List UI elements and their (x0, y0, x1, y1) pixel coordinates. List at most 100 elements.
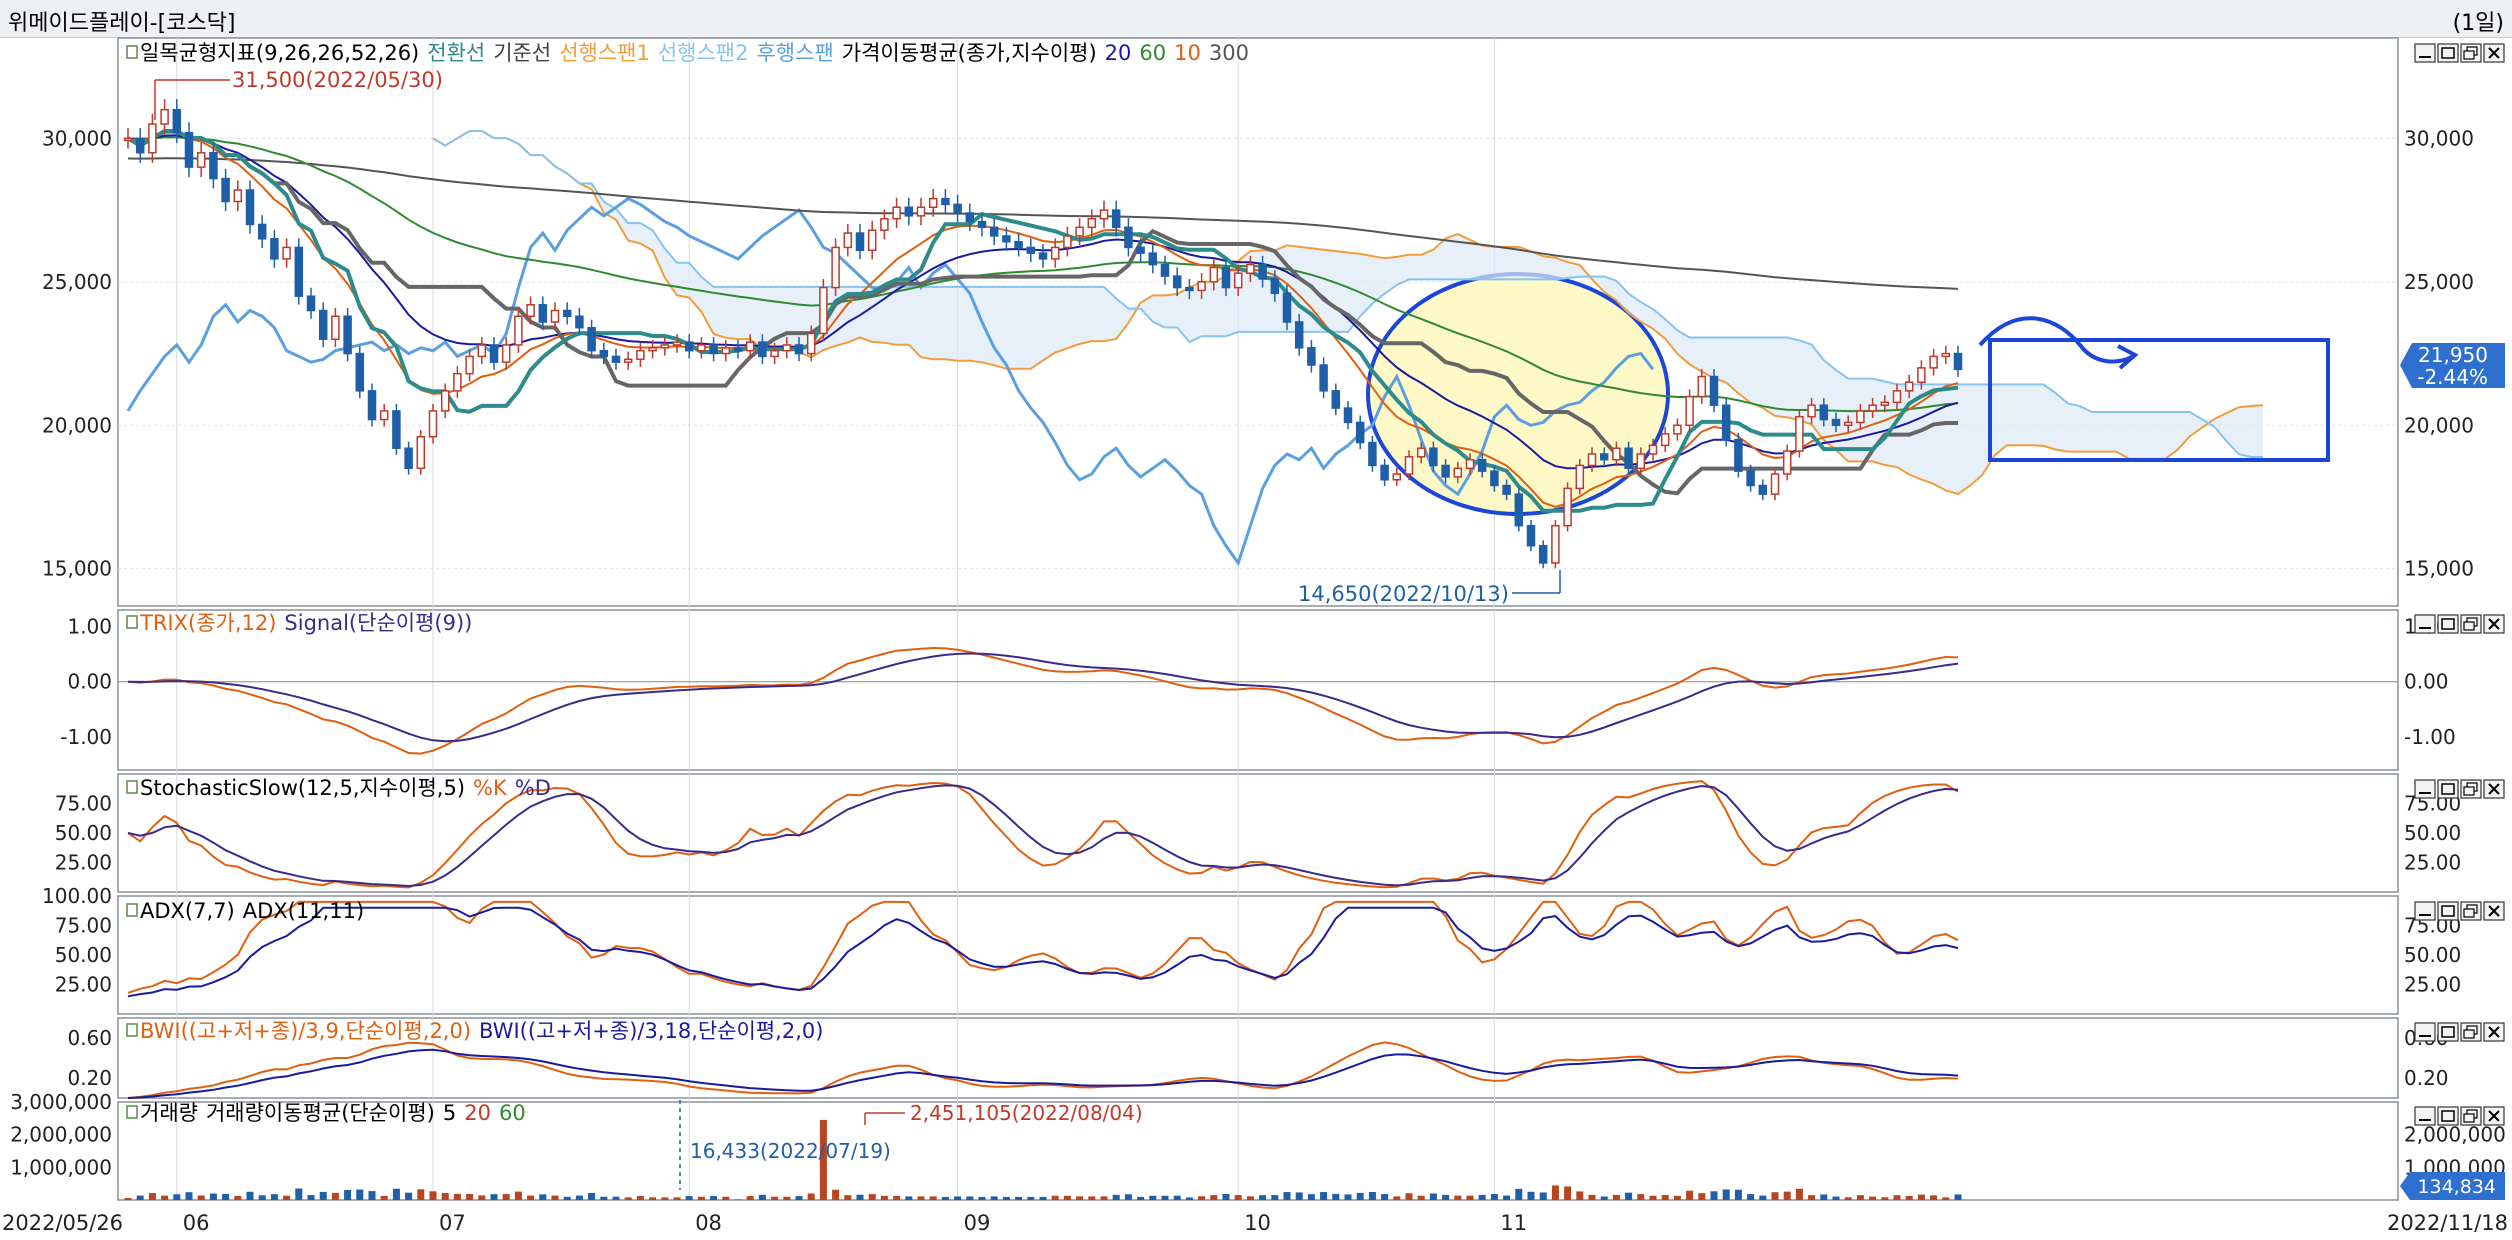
candle (928, 189, 938, 217)
volume-bar (1246, 1196, 1254, 1200)
volume-bar (136, 1195, 144, 1200)
restore-button[interactable] (2460, 779, 2482, 799)
volume-bar (1527, 1191, 1535, 1200)
maximize-button[interactable] (2437, 1106, 2459, 1126)
candle (257, 215, 267, 248)
candle (1331, 383, 1341, 416)
volume-bar (807, 1193, 815, 1200)
candle (367, 383, 377, 427)
maximize-button[interactable] (2437, 901, 2459, 921)
volume-bar (832, 1189, 840, 1200)
candle (672, 334, 682, 353)
volume-bar (1673, 1195, 1681, 1200)
minimize-button[interactable] (2414, 779, 2436, 799)
candle (416, 430, 426, 475)
legend-item: 거래량 (140, 1101, 198, 1125)
candle (453, 366, 462, 399)
candle (1856, 403, 1865, 430)
volume-bar (1917, 1194, 1925, 1200)
restore-button[interactable] (2460, 1022, 2482, 1042)
candle (196, 142, 206, 178)
minimize-button[interactable] (2414, 901, 2436, 921)
close-button[interactable] (2483, 901, 2505, 921)
panel-controls (2414, 901, 2505, 921)
candle (1770, 467, 1780, 501)
candle (1599, 447, 1609, 467)
candle (1075, 218, 1084, 246)
volume-bar (246, 1191, 254, 1200)
volume-bar (1332, 1193, 1340, 1200)
candle (1587, 447, 1597, 472)
minimize-button[interactable] (2414, 43, 2436, 63)
annotation-box (1988, 338, 2330, 462)
volume-bar (1759, 1195, 1767, 1200)
maximize-button[interactable] (2437, 614, 2459, 634)
volume-bar (1783, 1191, 1791, 1200)
candle (1172, 267, 1182, 297)
volume-bar (222, 1193, 230, 1200)
volume-bar (1344, 1194, 1352, 1200)
restore-button[interactable] (2460, 901, 2482, 921)
candle (1380, 459, 1389, 487)
low-marker: 14,650(2022/10/13) (1298, 570, 1561, 606)
volume-bar (1893, 1195, 1901, 1200)
volume-bar (1454, 1195, 1462, 1200)
candle (953, 194, 962, 223)
candle (1221, 258, 1231, 297)
volume-bar (1271, 1195, 1279, 1200)
volume-bar (771, 1196, 779, 1200)
volume-bar (1649, 1195, 1657, 1200)
candle (599, 342, 609, 365)
minimize-button[interactable] (2414, 1022, 2436, 1042)
candle (1636, 447, 1646, 475)
volume-bar (624, 1197, 632, 1200)
close-button[interactable] (2483, 1106, 2505, 1126)
volume-bar (1881, 1197, 1889, 1200)
candle (465, 348, 474, 382)
restore-button[interactable] (2460, 614, 2482, 634)
volume-bar (1076, 1196, 1084, 1200)
price-ytick: 25,000 (2404, 270, 2474, 294)
trix-ytick: 0.00 (67, 670, 112, 694)
volume-bar (234, 1195, 242, 1200)
volume-bar (710, 1196, 718, 1200)
close-button[interactable] (2483, 779, 2505, 799)
minimize-button[interactable] (2414, 614, 2436, 634)
candle (1612, 441, 1621, 467)
legend-item: 20 (1105, 41, 1132, 65)
maximize-button[interactable] (2437, 779, 2459, 799)
candle (1026, 238, 1036, 263)
maximize-button[interactable] (2437, 43, 2459, 63)
candle (1465, 453, 1475, 475)
candle (843, 223, 853, 257)
volume-bar (1795, 1188, 1803, 1200)
candle (428, 403, 438, 444)
close-button[interactable] (2483, 614, 2505, 634)
volume-bar (1820, 1194, 1828, 1200)
maximize-button[interactable] (2437, 1022, 2459, 1042)
volume-bar (1088, 1196, 1096, 1200)
stock-chart[interactable]: 일목균형지표(9,26,26,52,26) 전환선 기준선 선행스팬1 선행스팬2 후행스… (0, 37, 2512, 1240)
minimize-button[interactable] (2414, 1106, 2436, 1126)
candle (562, 302, 572, 325)
volume-bar (1015, 1196, 1023, 1200)
legend-item: 가격이동평균(종가,지수이평) (842, 41, 1097, 65)
restore-button[interactable] (2460, 1106, 2482, 1126)
volume-bar (1661, 1194, 1669, 1200)
candle (1819, 398, 1829, 427)
candle (1355, 415, 1365, 450)
candle (1124, 218, 1133, 257)
close-button[interactable] (2483, 1022, 2505, 1042)
candle (1477, 453, 1487, 478)
candle (733, 340, 743, 359)
x-end-label: 2022/11/18 (2387, 1211, 2508, 1235)
candle (1673, 418, 1682, 441)
close-button[interactable] (2483, 43, 2505, 63)
candle (1307, 340, 1316, 373)
volume-bar (1539, 1192, 1547, 1200)
price-ytick: 15,000 (2404, 557, 2474, 581)
restore-button[interactable] (2460, 43, 2482, 63)
x-month-label: 07 (439, 1211, 466, 1235)
volume-bar (1002, 1196, 1010, 1200)
volume-bar (905, 1196, 913, 1200)
